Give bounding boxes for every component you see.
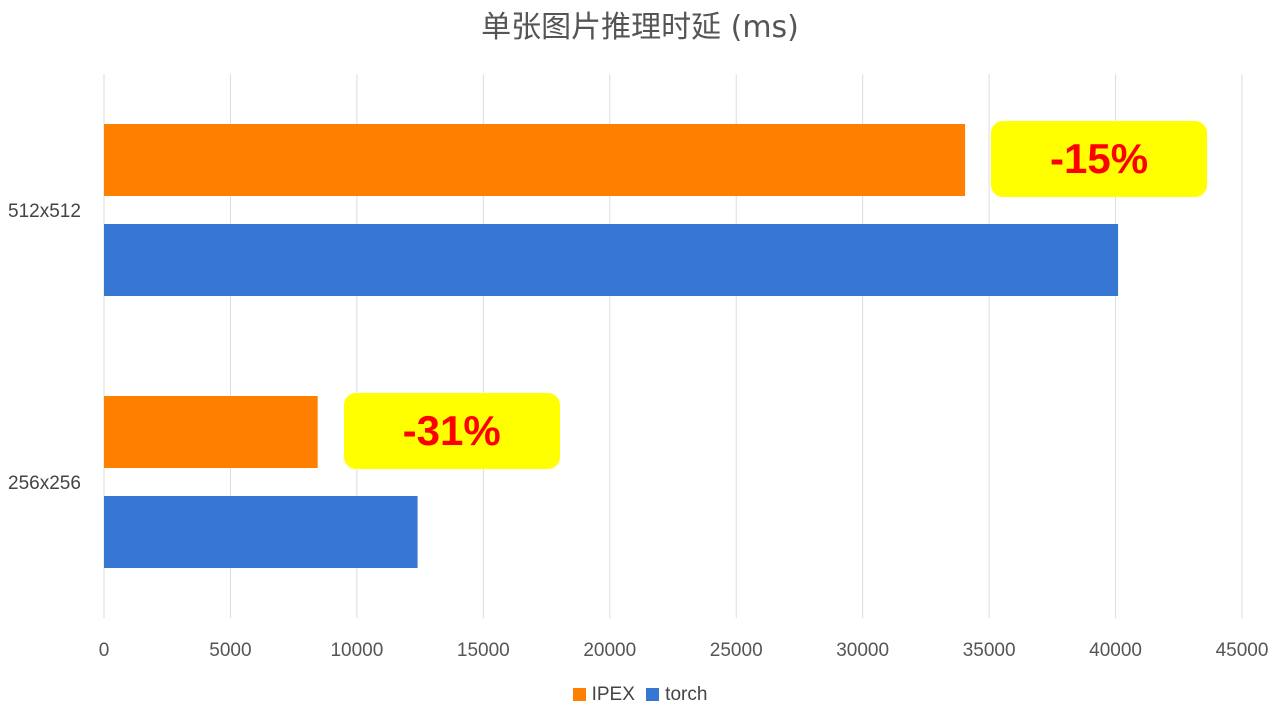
annotation-callout: -31% [343, 393, 560, 469]
bars [104, 124, 1119, 568]
bar-ipex-512x512[interactable] [104, 124, 966, 196]
bar-torch-256x256[interactable] [104, 496, 418, 568]
x-axis-ticks: 0 5000 10000 15000 20000 25000 30000 35000 40000… [99, 640, 1269, 661]
x-tick-label: 25000 [710, 640, 763, 661]
legend-label-ipex: IPEX [591, 684, 635, 705]
legend-swatch-ipex [572, 688, 586, 701]
legend-item-ipex[interactable]: IPEX [572, 684, 635, 706]
bar-torch-512x512[interactable] [104, 224, 1119, 296]
x-tick-label: 45000 [1216, 640, 1269, 661]
legend-label-torch: torch [665, 684, 708, 705]
chart-title: 单张图片推理时延 (ms) [481, 10, 799, 45]
y-category-label: 512x512 [8, 201, 81, 222]
x-tick-label: 5000 [209, 640, 251, 661]
y-axis-categories: 512x512 256x256 [8, 201, 81, 494]
x-tick-label: 30000 [836, 640, 889, 661]
x-tick-label: 40000 [1089, 640, 1142, 661]
x-tick-label: 10000 [330, 640, 383, 661]
legend-item-torch[interactable]: torch [646, 684, 707, 706]
x-tick-label: 15000 [457, 640, 510, 661]
x-tick-label: 0 [99, 640, 110, 661]
x-tick-label: 20000 [583, 640, 636, 661]
x-tick-label: 35000 [963, 640, 1016, 661]
legend-swatch-torch [646, 688, 660, 701]
y-category-label: 256x256 [8, 473, 81, 494]
annotation-callout: -15% [991, 121, 1208, 197]
legend: IPEX torch [0, 684, 1280, 706]
bar-ipex-256x256[interactable] [104, 396, 318, 468]
